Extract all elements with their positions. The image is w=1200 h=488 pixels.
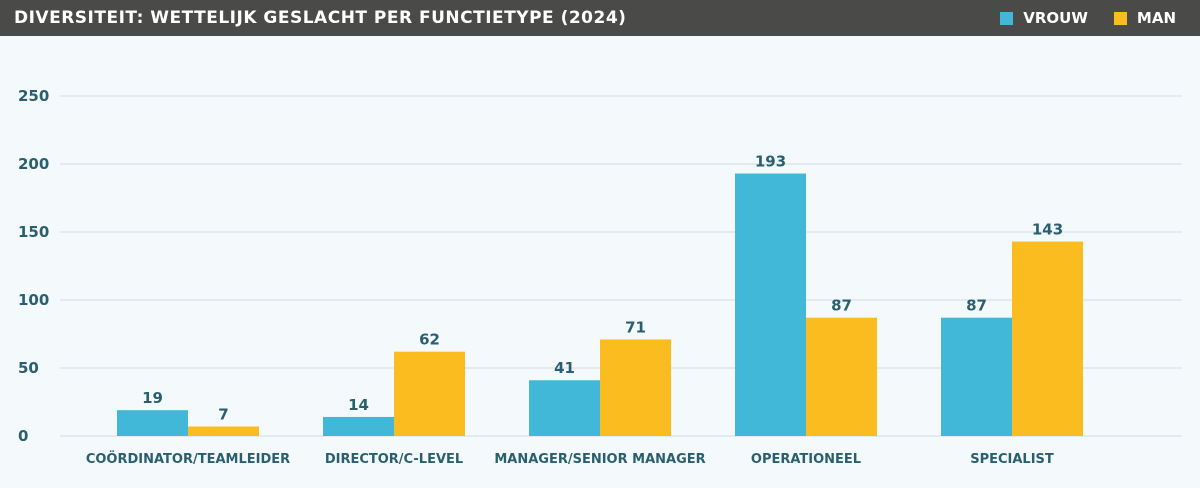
- legend-swatch-vrouw: [1000, 11, 1014, 25]
- data-label-man-4: 87: [831, 297, 852, 315]
- x-category-label: DIRECTOR/C-LEVEL: [325, 452, 463, 467]
- x-category-label: SPECIALIST: [970, 452, 1054, 467]
- data-label-man-2: 62: [419, 331, 440, 349]
- legend: VROUW MAN: [1000, 0, 1176, 36]
- legend-label-vrouw: VROUW: [1023, 9, 1088, 27]
- bar-vrouw-2: [323, 416, 394, 436]
- data-label-man-1: 7: [218, 405, 228, 423]
- y-tick-label: 100: [18, 291, 49, 309]
- x-category-label: OPERATIONEEL: [751, 452, 861, 467]
- y-tick-label: 150: [18, 223, 49, 241]
- bar-vrouw-1: [117, 410, 188, 436]
- legend-item-vrouw: VROUW: [1000, 9, 1088, 27]
- data-label-man-5: 143: [1032, 221, 1063, 239]
- legend-label-man: MAN: [1136, 9, 1176, 27]
- data-label-vrouw-1: 19: [142, 389, 163, 407]
- chart-header: DIVERSITEIT: WETTELIJK GESLACHT PER FUNC…: [0, 0, 1200, 36]
- y-tick-label: 200: [18, 155, 49, 173]
- data-label-vrouw-3: 41: [554, 359, 575, 377]
- data-label-vrouw-5: 87: [966, 297, 987, 315]
- x-category-label: COÖRDINATOR/TEAMLEIDER: [86, 451, 290, 467]
- y-tick-label: 50: [18, 359, 39, 377]
- y-tick-label: 250: [18, 87, 49, 105]
- data-label-vrouw-2: 14: [348, 396, 369, 414]
- bar-man-5: [1012, 241, 1083, 436]
- legend-item-man: MAN: [1113, 9, 1176, 27]
- data-label-man-3: 71: [625, 318, 646, 336]
- bar-man-1: [188, 426, 259, 436]
- data-label-vrouw-4: 193: [755, 153, 786, 171]
- y-tick-label: 0: [18, 427, 28, 445]
- bar-vrouw-4: [735, 173, 806, 436]
- bar-vrouw-3: [529, 380, 600, 436]
- bar-chart: 0 50 100 150 200 250 19 7 COÖRDINATOR/TEAMLEIDER…: [18, 87, 1182, 467]
- bar-man-2: [394, 351, 465, 436]
- bar-vrouw-5: [941, 317, 1012, 436]
- x-category-label: MANAGER/SENIOR MANAGER: [494, 452, 705, 467]
- chart-title: DIVERSITEIT: WETTELIJK GESLACHT PER FUNC…: [14, 8, 627, 28]
- legend-swatch-man: [1113, 11, 1127, 25]
- bar-man-4: [806, 317, 877, 436]
- bar-man-3: [600, 339, 671, 436]
